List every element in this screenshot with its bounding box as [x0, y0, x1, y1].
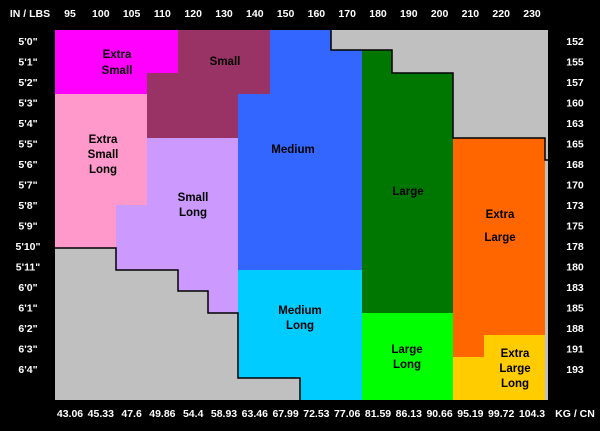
region-label: Large [499, 363, 530, 375]
cm-label: 168 [566, 159, 584, 171]
cm-label: 188 [566, 323, 584, 335]
region-extra-small [55, 30, 178, 94]
region-label: Large [392, 186, 423, 198]
region-label: Extra [103, 49, 132, 61]
region-label: Small [210, 56, 241, 68]
height-label: 6'3" [18, 343, 37, 355]
kg-label: 104.3 [519, 408, 545, 420]
region-label: Extra [501, 348, 530, 360]
cm-label: 191 [566, 343, 584, 355]
kg-label: 81.59 [365, 408, 391, 420]
lbs-label: 170 [338, 8, 356, 20]
lbs-label: 230 [523, 8, 541, 20]
cm-label: 160 [566, 97, 584, 109]
cm-label: 185 [566, 302, 584, 314]
kg-label: 49.86 [149, 408, 175, 420]
height-label: 5'4" [18, 118, 37, 130]
region-medium-long [238, 270, 362, 400]
region-label: Medium [271, 144, 314, 156]
height-label: 6'4" [18, 364, 37, 376]
lbs-label: 130 [215, 8, 233, 20]
kg-label: 45.33 [88, 408, 114, 420]
cm-label: 163 [566, 118, 584, 130]
height-label: 5'8" [18, 200, 37, 212]
height-label: 5'0" [18, 36, 37, 48]
region-label: Medium [278, 305, 321, 317]
lbs-label: 100 [92, 8, 110, 20]
region-medium [238, 30, 362, 270]
kg-label: 47.6 [121, 408, 142, 420]
height-label: 6'0" [18, 282, 37, 294]
lbs-label: 140 [246, 8, 264, 20]
kg-label: 58.93 [211, 408, 237, 420]
region-label: Large [484, 232, 515, 244]
kg-label: 95.19 [457, 408, 483, 420]
cm-label: 178 [566, 241, 584, 253]
height-label: 5'10" [16, 241, 41, 253]
corner-label: IN / LBS [10, 8, 50, 20]
cm-label: 183 [566, 282, 584, 294]
region-label: Long [89, 164, 117, 176]
kg-label: 99.72 [488, 408, 514, 420]
region-extra-large [453, 138, 545, 357]
region-label: Long [179, 207, 207, 219]
region-label: Long [393, 359, 421, 371]
lbs-label: 95 [64, 8, 76, 20]
region-label: Small [178, 192, 209, 204]
region-label: Small [102, 65, 133, 77]
lbs-label: 160 [308, 8, 326, 20]
height-label: 5'9" [18, 220, 37, 232]
lbs-label: 150 [277, 8, 295, 20]
lbs-label: 105 [123, 8, 141, 20]
height-label: 5'11" [16, 261, 40, 273]
region-label: Large [391, 344, 422, 356]
kg-label: 54.4 [183, 408, 204, 420]
boundary-bottom [55, 247, 301, 400]
lbs-label: 220 [492, 8, 510, 20]
region-large [362, 50, 453, 313]
kg-label: 67.99 [272, 408, 298, 420]
kg-label: 86.13 [396, 408, 422, 420]
height-label: 5'3" [18, 97, 37, 109]
height-label: 6'2" [18, 323, 37, 335]
lbs-label: 210 [462, 8, 480, 20]
region-large-long [362, 313, 453, 400]
cm-label: 157 [566, 77, 584, 89]
lbs-label: 180 [369, 8, 387, 20]
boundary-top [330, 30, 548, 161]
lbs-label: 120 [184, 8, 202, 20]
lbs-label: 110 [154, 8, 171, 20]
kg-label: 43.06 [57, 408, 83, 420]
region-extra-large-long [453, 335, 545, 400]
lbs-label: 200 [431, 8, 449, 20]
height-label: 5'1" [18, 56, 37, 68]
region-label: Extra [89, 134, 118, 146]
region-label: Small [88, 149, 119, 161]
cm-label: 170 [566, 179, 584, 191]
height-label: 6'1" [18, 302, 37, 314]
cm-label: 173 [566, 200, 584, 212]
kg-label: 90.66 [426, 408, 452, 420]
height-label: 5'6" [18, 159, 37, 171]
region-label: Extra [486, 209, 515, 221]
cm-label: 152 [566, 36, 584, 48]
height-label: 5'2" [18, 77, 37, 89]
right-unit: KG / CN [555, 408, 595, 420]
region-extra-small-long [55, 94, 147, 248]
lbs-label: 190 [400, 8, 418, 20]
cm-label: 180 [566, 261, 584, 273]
region-small [147, 30, 270, 138]
cm-label: 165 [566, 138, 584, 150]
kg-label: 72.53 [303, 408, 329, 420]
cm-label: 193 [566, 364, 584, 376]
region-label: Long [286, 320, 314, 332]
height-label: 5'5" [18, 138, 37, 150]
cm-label: 175 [566, 220, 584, 232]
kg-label: 77.06 [334, 408, 360, 420]
height-label: 5'7" [18, 179, 37, 191]
cm-label: 155 [566, 56, 584, 68]
region-label: Long [501, 378, 529, 390]
kg-label: 63.46 [242, 408, 268, 420]
